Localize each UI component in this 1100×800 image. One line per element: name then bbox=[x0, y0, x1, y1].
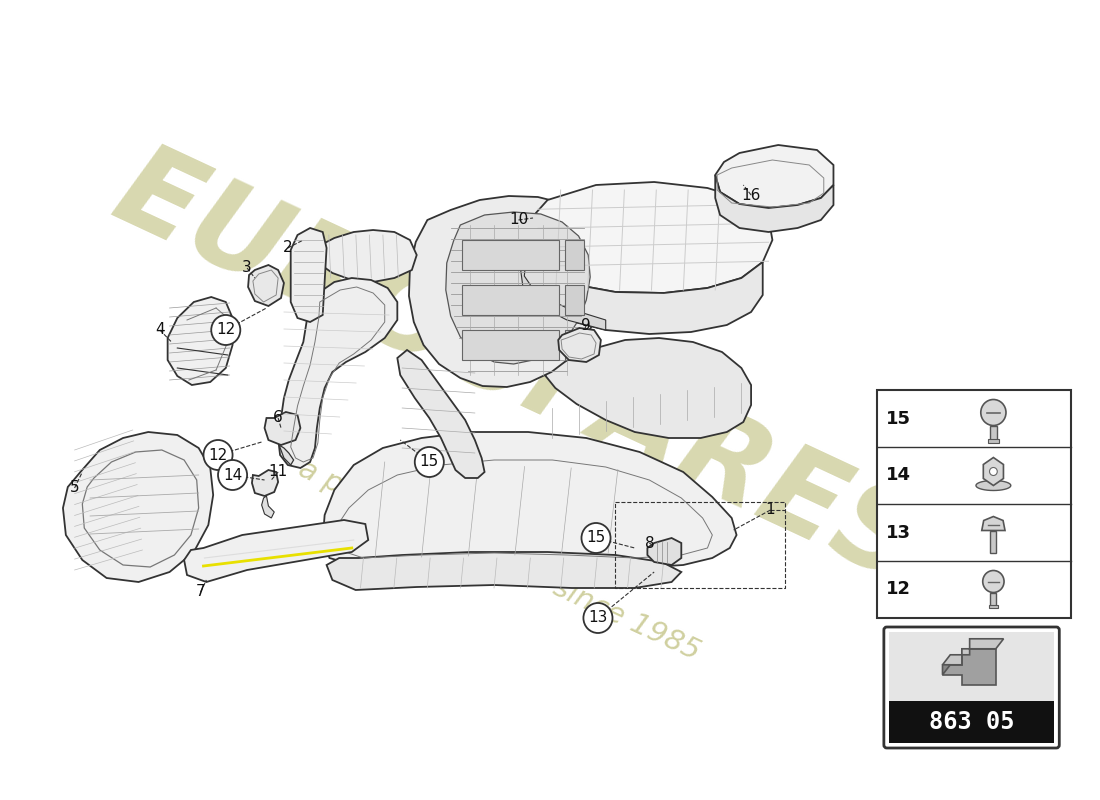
Polygon shape bbox=[982, 517, 1005, 530]
Text: 4: 4 bbox=[155, 322, 165, 338]
Polygon shape bbox=[63, 432, 213, 582]
Text: 10: 10 bbox=[509, 213, 528, 227]
Bar bbox=[462, 285, 559, 315]
Polygon shape bbox=[943, 649, 996, 685]
Text: 12: 12 bbox=[217, 322, 235, 338]
Bar bbox=[989, 605, 998, 607]
Text: 15: 15 bbox=[586, 530, 606, 546]
Circle shape bbox=[990, 467, 998, 475]
Bar bbox=[565, 240, 584, 270]
Polygon shape bbox=[520, 230, 762, 334]
Text: 14: 14 bbox=[886, 466, 911, 485]
Circle shape bbox=[211, 315, 240, 345]
Text: a passion for parts since 1985: a passion for parts since 1985 bbox=[294, 454, 704, 666]
Polygon shape bbox=[558, 328, 601, 362]
Polygon shape bbox=[520, 252, 606, 330]
FancyBboxPatch shape bbox=[884, 627, 1059, 748]
Polygon shape bbox=[943, 638, 1003, 665]
Bar bbox=[889, 702, 1055, 742]
Polygon shape bbox=[290, 228, 327, 322]
Text: 863 05: 863 05 bbox=[928, 710, 1014, 734]
Text: 1: 1 bbox=[766, 502, 775, 518]
Text: EUROSPARES: EUROSPARES bbox=[97, 133, 939, 607]
Text: 16: 16 bbox=[741, 187, 761, 202]
Polygon shape bbox=[983, 458, 1003, 486]
Bar bbox=[877, 390, 1071, 618]
Circle shape bbox=[982, 570, 1004, 593]
Polygon shape bbox=[327, 552, 681, 590]
Text: 12: 12 bbox=[208, 447, 228, 462]
Bar bbox=[988, 438, 999, 442]
Polygon shape bbox=[167, 297, 232, 385]
Polygon shape bbox=[446, 212, 591, 364]
Text: 11: 11 bbox=[268, 465, 288, 479]
Text: 3: 3 bbox=[242, 261, 252, 275]
Polygon shape bbox=[546, 338, 751, 438]
Polygon shape bbox=[715, 175, 834, 232]
Polygon shape bbox=[262, 496, 274, 518]
Polygon shape bbox=[278, 278, 397, 468]
Text: 8: 8 bbox=[645, 535, 654, 550]
Polygon shape bbox=[264, 412, 300, 445]
Circle shape bbox=[582, 523, 610, 553]
Text: 5: 5 bbox=[69, 481, 79, 495]
Text: 7: 7 bbox=[196, 585, 206, 599]
Bar bbox=[462, 330, 559, 360]
Circle shape bbox=[415, 447, 443, 477]
Text: 2: 2 bbox=[283, 241, 293, 255]
Text: 15: 15 bbox=[420, 454, 439, 470]
Polygon shape bbox=[524, 182, 772, 293]
Polygon shape bbox=[409, 196, 606, 387]
Bar bbox=[990, 426, 998, 441]
Text: 14: 14 bbox=[223, 467, 242, 482]
Polygon shape bbox=[715, 145, 834, 208]
Circle shape bbox=[218, 460, 248, 490]
Text: 12: 12 bbox=[886, 581, 911, 598]
Polygon shape bbox=[648, 538, 681, 565]
Text: 13: 13 bbox=[886, 523, 911, 542]
Bar bbox=[990, 593, 997, 606]
Polygon shape bbox=[252, 470, 278, 496]
Polygon shape bbox=[943, 665, 950, 674]
Polygon shape bbox=[279, 445, 294, 465]
Circle shape bbox=[583, 603, 613, 633]
Text: 9: 9 bbox=[582, 318, 591, 333]
Polygon shape bbox=[397, 350, 485, 478]
Text: 6: 6 bbox=[273, 410, 283, 426]
Polygon shape bbox=[976, 481, 1011, 490]
Bar bbox=[565, 330, 584, 360]
Polygon shape bbox=[249, 265, 284, 306]
Bar bbox=[462, 240, 559, 270]
Circle shape bbox=[204, 440, 232, 470]
Polygon shape bbox=[312, 230, 417, 282]
Text: 15: 15 bbox=[886, 410, 911, 427]
Bar bbox=[565, 285, 584, 315]
Polygon shape bbox=[184, 520, 368, 582]
Bar bbox=[990, 530, 997, 553]
Bar bbox=[889, 632, 1055, 703]
Text: 13: 13 bbox=[588, 610, 607, 626]
Polygon shape bbox=[322, 432, 737, 568]
Circle shape bbox=[981, 399, 1007, 426]
